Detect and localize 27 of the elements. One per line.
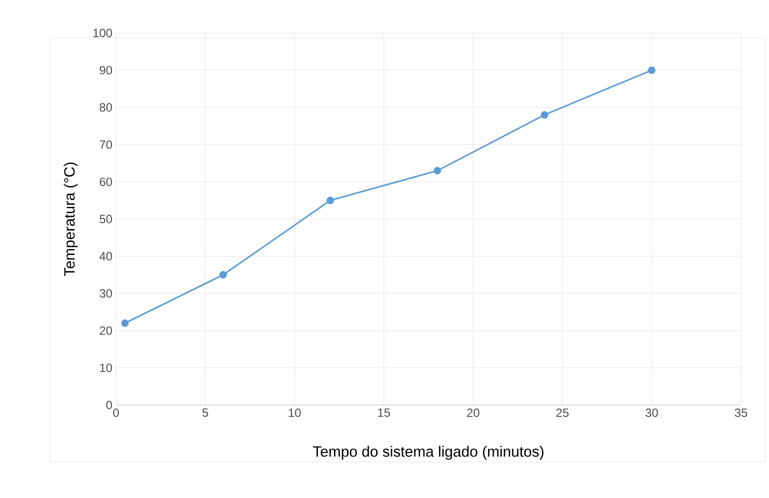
y-tick-label: 60 <box>100 178 112 186</box>
y-tick-label: 0 <box>106 400 112 410</box>
y-tick-label: 90 <box>100 66 112 74</box>
y-tick-label: 50 <box>100 214 112 224</box>
x-tick-label: 10 <box>288 408 301 417</box>
y-tick-label: 100 <box>93 28 112 38</box>
point <box>648 66 656 74</box>
x-tick-label: 0 <box>113 408 119 417</box>
y-tick-label: 10 <box>100 364 112 372</box>
x-tick-label: 25 <box>556 408 569 417</box>
x-tick-label: 30 <box>646 408 658 417</box>
y-tick-label: 40 <box>99 252 112 260</box>
y-tick-label: 80 <box>100 103 112 112</box>
x-tick-label: 35 <box>734 408 748 417</box>
point <box>434 166 442 174</box>
y-tick-label: 70 <box>100 140 112 149</box>
y-tick-label: 20 <box>100 326 112 335</box>
x-tick-label: 5 <box>202 408 208 417</box>
y-tick-label: 30 <box>100 289 112 298</box>
x-axis-title: Tempo do sistema ligado (minutos) <box>312 446 544 460</box>
x-tick-label: 20 <box>467 408 480 417</box>
y-axis-title: Temperatura (°C) <box>64 162 78 276</box>
point <box>121 319 129 327</box>
point <box>219 271 227 279</box>
point <box>326 196 334 204</box>
x-tick-label: 15 <box>378 408 390 417</box>
point <box>540 111 548 119</box>
